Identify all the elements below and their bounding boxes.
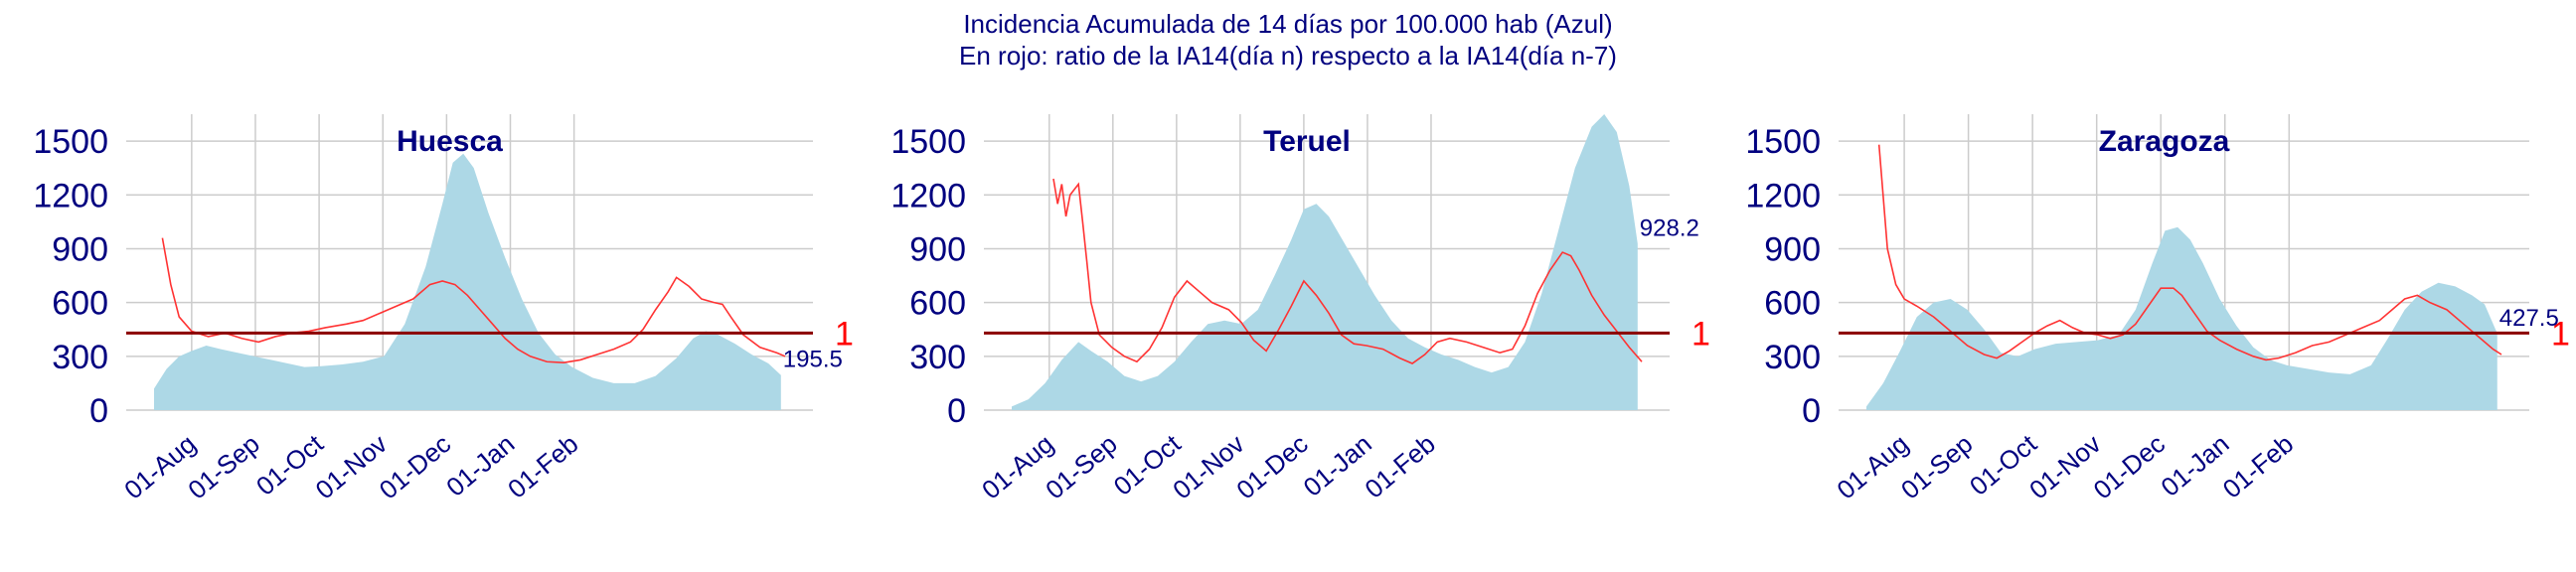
x-tick-label: 01-Nov xyxy=(1167,429,1249,505)
x-tick-label: 01-Jan xyxy=(1298,429,1377,502)
chart-panel-huesca: 03006009001200150001-Aug01-Sep01-Oct01-N… xyxy=(33,114,854,504)
chart-panel-teruel: 03006009001200150001-Aug01-Sep01-Oct01-N… xyxy=(890,114,1710,504)
y-tick-label: 300 xyxy=(909,339,966,376)
panel-title: Teruel xyxy=(1263,125,1351,158)
incidence-area xyxy=(1866,226,2497,410)
reference-label: 1 xyxy=(2551,315,2570,353)
panel-title: Zaragoza xyxy=(2099,125,2230,158)
x-tick-label: 01-Sep xyxy=(1040,429,1123,505)
y-tick-label: 300 xyxy=(52,339,108,376)
x-tick-label: 01-Aug xyxy=(118,429,202,505)
x-tick-label: 01-Feb xyxy=(502,429,583,504)
x-tick-label: 01-Dec xyxy=(374,429,456,505)
y-tick-label: 300 xyxy=(1764,339,1821,376)
last-value-label: 195.5 xyxy=(783,347,843,373)
x-tick-label: 01-Aug xyxy=(976,429,1059,505)
y-tick-label: 1200 xyxy=(33,177,108,214)
x-tick-label: 01-Dec xyxy=(2088,429,2171,505)
y-tick-label: 1200 xyxy=(1745,177,1821,214)
x-tick-label: 01-Feb xyxy=(1359,429,1440,504)
ratio-line xyxy=(1877,144,2502,361)
incidence-area xyxy=(154,153,781,410)
x-tick-label: 01-Jan xyxy=(440,429,520,502)
last-value-label: 928.2 xyxy=(1640,214,1699,241)
x-tick-label: 01-Jan xyxy=(2155,429,2234,502)
y-tick-label: 600 xyxy=(909,285,966,323)
x-tick-label: 01-Nov xyxy=(2023,429,2106,505)
y-tick-label: 900 xyxy=(1764,230,1821,268)
main-title: Incidencia Acumulada de 14 días por 100.… xyxy=(963,9,1613,39)
y-tick-label: 600 xyxy=(52,285,108,323)
y-tick-label: 1500 xyxy=(33,123,108,161)
x-tick-label: 01-Feb xyxy=(2217,429,2299,504)
y-tick-label: 1500 xyxy=(890,123,966,161)
incidence-area xyxy=(1012,114,1638,410)
y-tick-label: 1200 xyxy=(890,177,966,214)
main-subtitle: En rojo: ratio de la IA14(día n) respect… xyxy=(959,41,1617,71)
reference-label: 1 xyxy=(1691,315,1710,353)
y-tick-label: 900 xyxy=(52,230,108,268)
y-tick-label: 0 xyxy=(1802,392,1821,430)
x-tick-label: 01-Sep xyxy=(1895,429,1979,505)
y-tick-label: 0 xyxy=(89,392,108,430)
ratio-line xyxy=(161,237,786,363)
x-tick-label: 01-Nov xyxy=(310,429,393,505)
panel-title: Huesca xyxy=(397,125,503,158)
last-value-label: 427.5 xyxy=(2499,305,2559,332)
x-tick-label: 01-Aug xyxy=(1831,429,1914,505)
reference-label: 1 xyxy=(835,315,854,353)
y-tick-label: 600 xyxy=(1764,285,1821,323)
y-tick-label: 0 xyxy=(947,392,966,430)
y-tick-label: 1500 xyxy=(1745,123,1821,161)
ratio-line xyxy=(1052,178,1643,364)
x-tick-label: 01-Sep xyxy=(182,429,265,505)
chart-panel-zaragoza: 03006009001200150001-Aug01-Sep01-Oct01-N… xyxy=(1745,114,2570,504)
y-tick-label: 900 xyxy=(909,230,966,268)
chart-title-block: Incidencia Acumulada de 14 días por 100.… xyxy=(0,8,2576,72)
x-tick-label: 01-Dec xyxy=(1230,429,1313,505)
